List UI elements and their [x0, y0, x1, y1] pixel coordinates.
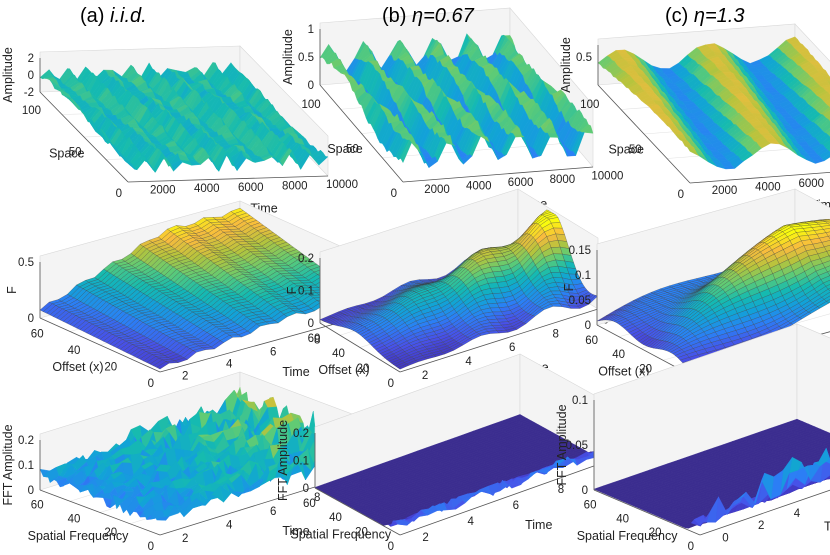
panel-title-param: η=0.67 — [412, 5, 475, 27]
x-tick-label: 0 — [391, 188, 397, 200]
z-tick-label: 0.05 — [569, 295, 591, 307]
surface-patch — [125, 161, 138, 170]
y-tick-label: 10000 — [326, 179, 358, 191]
panel-title-prefix: (b) — [382, 5, 412, 27]
x-tick-label: 40 — [332, 348, 345, 360]
x-tick-label: 60 — [31, 328, 44, 340]
x-tick-label: 60 — [585, 335, 598, 347]
z-tick-label: 2 — [28, 53, 34, 65]
x-tick-label: 40 — [68, 345, 81, 357]
y-tick-label: 6 — [270, 346, 276, 358]
z-tick-label: 0.1 — [298, 286, 314, 298]
x-tick-label: 50 — [69, 147, 82, 159]
y-tick-label: 2000 — [712, 185, 738, 197]
x-tick-label: 100 — [22, 105, 41, 117]
z-tick-label: 1 — [308, 24, 314, 36]
x-tick-label: 0 — [678, 189, 684, 201]
y-axis-label: Time — [282, 365, 309, 379]
panel-title-param: i.i.d. — [110, 5, 147, 27]
y-tick-label: 8 — [553, 328, 559, 340]
z-tick-label: 0 — [585, 320, 591, 332]
x-axis-label: Space — [608, 142, 643, 156]
x-tick-label: 0 — [148, 378, 154, 390]
y-tick-label: 8000 — [550, 174, 576, 186]
y-tick-label: 2000 — [150, 185, 176, 197]
x-axis-label: Space — [327, 142, 362, 156]
surface-mesh — [319, 33, 594, 169]
z-tick-label: 0 — [28, 70, 34, 82]
x-tick-label: 100 — [580, 99, 599, 111]
z-tick-label: 0.15 — [569, 245, 591, 257]
x-tick-label: 60 — [308, 333, 321, 345]
y-tick-label: 4000 — [466, 181, 492, 193]
z-axis-label: Amplitude — [281, 29, 295, 85]
x-axis-label: Offset (x) — [318, 363, 369, 377]
y-tick-label: 2 — [422, 370, 428, 382]
panel-b-row1: 10050020004000600080001000010.50SpaceTim… — [281, 7, 623, 211]
z-tick-label: 0 — [28, 313, 34, 325]
y-tick-label: 6000 — [238, 182, 264, 194]
x-tick-label: 20 — [104, 361, 117, 373]
z-axis-label: F — [285, 286, 299, 294]
z-tick-label: 0.2 — [298, 253, 314, 265]
y-tick-label: 6000 — [508, 177, 534, 189]
z-axis-label: Amplitude — [559, 37, 573, 93]
y-tick-label: 4000 — [755, 182, 781, 194]
z-tick-label: 0 — [308, 318, 314, 330]
x-tick-label: 0 — [116, 188, 122, 200]
y-tick-label: 4 — [465, 356, 472, 368]
y-tick-label: 6000 — [798, 178, 824, 190]
surface-mesh — [39, 62, 329, 173]
z-tick-label: 0 — [308, 80, 314, 92]
y-tick-label: 4 — [226, 359, 233, 371]
x-axis-label: Offset (x) — [598, 364, 649, 378]
panel-title: (b) η=0.67 — [382, 5, 475, 27]
x-axis-label: Offset (x) — [52, 360, 103, 374]
x-tick-label: 100 — [301, 99, 320, 111]
y-tick-label: 2000 — [424, 184, 450, 196]
z-tick-label: 0.5 — [576, 52, 592, 64]
y-tick-label: 10000 — [591, 171, 623, 183]
z-axis-label: F — [562, 283, 576, 291]
x-axis-line — [39, 91, 129, 183]
panel-title-prefix: (c) — [665, 5, 694, 27]
y-tick-label: 2 — [182, 371, 188, 383]
panel-title: (a) i.i.d. — [80, 5, 147, 27]
y-tick-label: 8000 — [282, 181, 308, 193]
panel-c-row1: 1005002000400060008000100000.5SpaceTimeA… — [559, 23, 830, 212]
y-axis-line — [127, 175, 329, 183]
z-tick-label: 0.1 — [575, 270, 591, 282]
y-tick-label: 6 — [509, 342, 515, 354]
z-tick-label: -2 — [24, 87, 34, 99]
z-tick-label: 0.5 — [298, 52, 314, 64]
z-axis-label: Amplitude — [1, 47, 15, 103]
panel-title-prefix: (a) — [80, 5, 110, 27]
x-axis-label: Space — [49, 147, 84, 161]
x-tick-label: 40 — [612, 349, 625, 361]
z-axis-label: F — [5, 286, 19, 294]
y-tick-label: 4000 — [194, 183, 220, 195]
z-tick-label: 0.5 — [18, 257, 34, 269]
panel-title-param: η=1.3 — [694, 5, 745, 27]
x-tick-label: 0 — [388, 378, 394, 390]
panel-title: (c) η=1.3 — [665, 5, 744, 27]
